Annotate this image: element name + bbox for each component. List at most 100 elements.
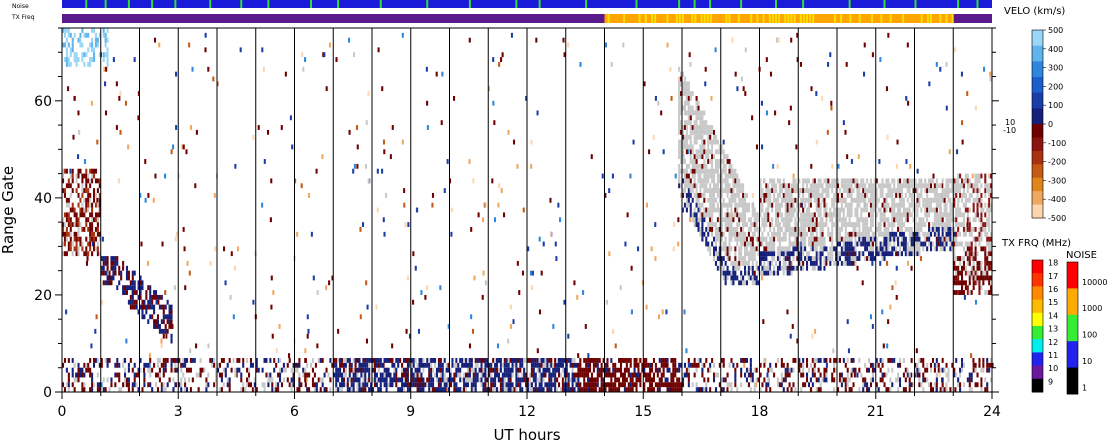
echo-cell — [794, 178, 797, 184]
echo-cell — [412, 251, 415, 257]
echo-cell — [953, 372, 956, 378]
echo-cell — [718, 193, 721, 198]
echo-cell — [327, 372, 330, 378]
echo-cell — [689, 144, 692, 150]
echo-cell — [155, 290, 158, 295]
echo-cell — [864, 256, 867, 261]
echo-cell — [656, 372, 659, 378]
echo-cell — [937, 226, 940, 232]
echo-cell — [776, 377, 780, 383]
echo-cell — [542, 362, 545, 368]
echo-cell — [620, 362, 623, 368]
echo-cell — [654, 256, 657, 261]
echo-cell — [91, 28, 94, 33]
echo-cell — [813, 241, 816, 247]
echo-cell — [395, 367, 398, 373]
echo-cell — [437, 382, 440, 388]
echo-cell — [908, 231, 911, 237]
echo-cell — [649, 377, 652, 383]
echo-cell — [368, 367, 371, 373]
echo-cell — [868, 212, 871, 218]
echo-cell — [734, 367, 737, 373]
echo-cell — [697, 387, 700, 392]
echo-cell — [835, 246, 838, 252]
echo-cell — [333, 372, 336, 378]
echo-cell — [835, 260, 838, 266]
echo-cell — [417, 328, 421, 334]
echo-cell — [546, 358, 549, 363]
echo-cell — [730, 280, 733, 286]
echo-cell — [844, 256, 847, 261]
echo-cell — [707, 222, 710, 227]
echo-cell — [713, 168, 716, 174]
echo-cell — [240, 377, 243, 383]
echo-cell — [85, 222, 88, 227]
echo-cell — [364, 362, 367, 368]
echo-cell — [620, 372, 623, 378]
echo-cell — [960, 71, 963, 77]
echo-cell — [935, 372, 938, 378]
echo-cell — [869, 188, 873, 194]
echo-cell — [118, 265, 121, 271]
echo-cell — [744, 280, 747, 286]
echo-cell — [924, 367, 927, 373]
echo-cell — [672, 372, 675, 378]
echo-cell — [804, 241, 807, 247]
echo-cell — [885, 207, 888, 213]
echo-cell — [377, 377, 380, 383]
echo-cell — [604, 372, 607, 378]
echo-cell — [844, 217, 847, 223]
echo-cell — [852, 178, 855, 184]
echo-cell — [689, 168, 692, 174]
echo-cell — [767, 212, 770, 218]
echo-cell — [693, 125, 696, 130]
echo-cell — [823, 358, 826, 363]
echo-cell — [674, 387, 677, 392]
echo-cell — [749, 236, 752, 242]
echo-cell — [585, 358, 588, 363]
echo-cell — [699, 120, 702, 126]
echo-cell — [682, 86, 685, 92]
echo-cell — [682, 193, 685, 198]
echo-cell — [139, 304, 142, 310]
echo-cell — [878, 159, 881, 164]
echo-cell — [170, 314, 173, 320]
echo-cell — [559, 362, 563, 368]
echo-cell — [496, 387, 499, 392]
echo-cell — [331, 275, 334, 281]
echo-cell — [703, 129, 706, 135]
echo-cell — [114, 265, 117, 271]
echo-cell — [823, 372, 826, 378]
echo-cell — [77, 168, 80, 174]
echo-cell — [156, 294, 160, 300]
echo-cell — [815, 202, 818, 208]
echo-cell — [910, 246, 913, 252]
echo-cell — [155, 382, 158, 388]
echo-cell — [519, 387, 522, 392]
echo-cell — [658, 387, 661, 392]
echo-cell — [773, 188, 776, 194]
echo-cell — [904, 241, 907, 247]
echo-cell — [759, 251, 762, 257]
echo-cell — [598, 358, 601, 363]
echo-cell — [869, 193, 873, 198]
echo-cell — [810, 86, 813, 92]
echo-cell — [220, 372, 223, 378]
echo-cell — [813, 367, 816, 373]
echo-cell — [780, 372, 783, 378]
noise-flag — [802, 0, 805, 8]
echo-cell — [926, 207, 929, 213]
echo-cell — [966, 222, 969, 227]
echo-cell — [587, 387, 590, 392]
echo-cell — [356, 382, 359, 388]
echo-cell — [732, 362, 735, 368]
echo-cell — [886, 343, 889, 349]
echo-cell — [854, 178, 857, 184]
echo-cell — [187, 367, 191, 373]
echo-cell — [106, 362, 109, 368]
echo-cell — [962, 256, 966, 261]
echo-cell — [238, 358, 241, 363]
echo-cell — [93, 246, 96, 252]
echo-cell — [87, 362, 90, 368]
echo-cell — [941, 236, 944, 242]
